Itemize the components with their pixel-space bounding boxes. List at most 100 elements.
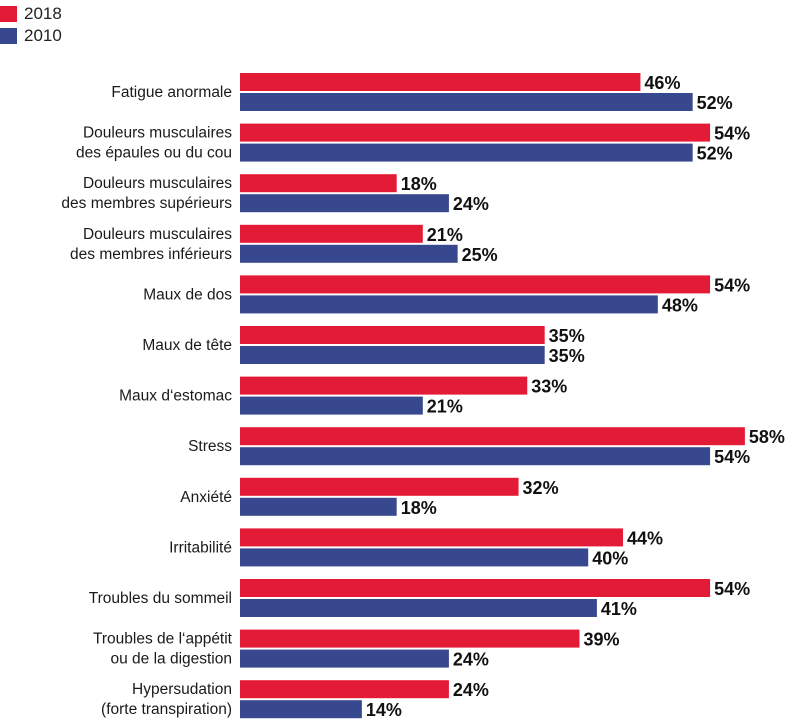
category-label: Douleurs musculaires des épaules ou du co… [76, 125, 232, 162]
bar-2018 [240, 477, 519, 496]
bar-group: Maux de tête 35%35% [142, 326, 585, 366]
value-label-2010: 21% [427, 397, 463, 417]
bar-2010 [240, 447, 711, 466]
bar-group: Stress 58%54% [188, 427, 785, 467]
category-label-line: Anxiété [180, 489, 232, 506]
category-label: Troubles du sommeil [89, 590, 232, 607]
bar-2010 [240, 548, 589, 567]
value-label-2018: 54% [714, 124, 750, 144]
bar-2010 [240, 143, 693, 162]
bar-2010 [240, 700, 362, 719]
bar-2010 [240, 396, 423, 415]
bar-2018 [240, 224, 423, 243]
category-label-line: Maux de dos [143, 286, 232, 303]
value-label-2010: 35% [549, 346, 585, 366]
legend-label-2018: 2018 [24, 4, 62, 23]
category-label: Fatigue anormale [111, 84, 232, 101]
value-label-2010: 48% [662, 295, 698, 315]
bar-2018 [240, 376, 528, 395]
value-label-2010: 52% [697, 93, 733, 113]
value-label-2010: 18% [401, 498, 437, 518]
bar-2018 [240, 326, 545, 344]
value-label-2018: 44% [627, 528, 663, 548]
category-label-line: Irritabilité [169, 539, 232, 556]
value-label-2018: 54% [714, 579, 750, 599]
category-label-line: Fatigue anormale [111, 84, 232, 101]
bar-2018 [240, 123, 711, 142]
legend-swatch-2010 [0, 28, 17, 44]
value-label-2010: 24% [453, 650, 489, 670]
bar-group: Douleurs musculaires des épaules ou du co… [76, 123, 750, 164]
category-label: Maux de dos [143, 286, 232, 303]
category-label-line: Hypersudation [132, 681, 232, 698]
value-label-2018: 18% [401, 174, 437, 194]
value-label-2010: 52% [697, 144, 733, 164]
category-label-line: des membres supérieurs [61, 195, 232, 212]
bar-2018 [240, 528, 624, 547]
bar-2018 [240, 579, 711, 597]
bar-2018 [240, 174, 397, 193]
value-label-2018: 32% [523, 478, 559, 498]
category-label-line: Stress [188, 438, 232, 455]
category-label: Douleurs musculaires des membres supérieu… [61, 175, 232, 212]
category-label: Stress [188, 438, 232, 455]
bar-2018 [240, 427, 745, 446]
category-label: Troubles de l‘appétit ou de la digestion [93, 631, 233, 668]
value-label-2010: 54% [714, 447, 750, 467]
value-label-2018: 46% [644, 73, 680, 93]
bar-2010 [240, 295, 658, 314]
bar-group: Douleurs musculaires des membres inférieu… [70, 224, 498, 265]
bar-group: Douleurs musculaires des membres supérieu… [61, 174, 489, 214]
bar-2010 [240, 93, 693, 111]
legend-item-2010: 2010 [0, 25, 62, 47]
category-label-line: des membres inférieurs [70, 246, 232, 263]
bar-group: Irritabilité 44%40% [169, 528, 663, 568]
category-label-line: (forte transpiration) [101, 701, 232, 718]
bar-group: Maux d‘estomac 33% 21% [119, 376, 567, 417]
value-label-2010: 25% [462, 245, 498, 265]
value-label-2010: 41% [601, 599, 637, 619]
value-label-2010: 24% [453, 194, 489, 214]
category-label-line: Maux de tête [142, 337, 232, 354]
category-label-line: Maux d‘estomac [119, 388, 232, 405]
value-label-2018: 35% [549, 326, 585, 346]
bar-group: Anxiété 32% 18% [180, 477, 559, 518]
category-label: Hypersudation (forte transpiration) [101, 681, 232, 718]
bar-group: Troubles du sommeil 54% 41% [89, 579, 750, 619]
bar-2018 [240, 73, 641, 91]
category-label: Douleurs musculaires des membres inférieu… [70, 226, 232, 263]
bar-2010 [240, 194, 449, 213]
category-label-line: ou de la digestion [110, 651, 232, 668]
bar-2010 [240, 497, 397, 516]
value-label-2018: 33% [531, 377, 567, 397]
category-label: Maux d‘estomac [119, 388, 232, 405]
bar-2018 [240, 629, 580, 648]
value-label-2018: 39% [583, 630, 619, 650]
category-label-line: Douleurs musculaires [83, 175, 232, 192]
bar-2010 [240, 346, 545, 364]
category-label: Maux de tête [142, 337, 232, 354]
bar-group: Troubles de l‘appétit ou de la digestion 3… [93, 629, 620, 670]
category-label-line: Douleurs musculaires [83, 125, 232, 142]
legend-item-2018: 2018 [0, 3, 62, 25]
category-label: Irritabilité [169, 539, 232, 556]
value-label-2018: 21% [427, 225, 463, 245]
legend-label-2010: 2010 [24, 26, 62, 45]
value-label-2010: 14% [366, 700, 402, 720]
bar-2018 [240, 680, 449, 699]
legend-swatch-2018 [0, 6, 17, 22]
category-label-line: Troubles de l‘appétit [93, 631, 233, 648]
category-label: Anxiété [180, 489, 232, 506]
bar-2010 [240, 649, 449, 668]
value-label-2018: 24% [453, 680, 489, 700]
bar-2018 [240, 275, 711, 294]
bar-group: Fatigue anormale 46% 52% [111, 73, 733, 113]
bar-2010 [240, 599, 597, 617]
category-label-line: Douleurs musculaires [83, 226, 232, 243]
value-label-2010: 40% [592, 548, 628, 568]
legend: 2018 2010 [0, 3, 62, 47]
bar-group: Hypersudation (forte transpiration) 24% 14% [101, 680, 489, 720]
value-label-2018: 54% [714, 275, 750, 295]
bar-group: Maux de dos 54% 48% [143, 275, 750, 315]
